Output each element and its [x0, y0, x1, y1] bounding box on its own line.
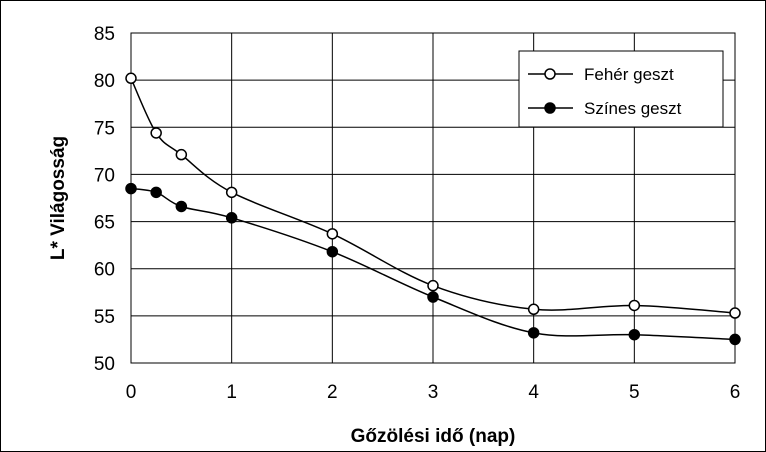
y-tick-label: 80 [94, 71, 115, 92]
series-layer [125, 72, 741, 346]
data-point-szines-geszt [150, 186, 162, 199]
data-point-szines-geszt [427, 291, 439, 303]
x-tick-label: 3 [428, 382, 439, 403]
legend-item-feher-geszt: Fehér geszt [528, 65, 674, 84]
y-tick-label: 75 [94, 118, 115, 139]
data-point-feher-geszt [175, 148, 188, 161]
data-point-feher-geszt [225, 186, 238, 199]
data-point-szines-geszt [175, 200, 188, 213]
data-point-szines-geszt [628, 328, 641, 341]
data-point-feher-geszt [150, 127, 162, 139]
data-point-feher-geszt [628, 299, 641, 312]
data-point-szines-geszt [326, 245, 339, 258]
data-point-szines-geszt [729, 333, 741, 346]
y-tick-label: 65 [94, 213, 115, 234]
x-axis-title: Gőzölési idő (nap) [351, 426, 516, 447]
legend: Fehér geszt Színes geszt [518, 50, 724, 128]
x-tick-label: 5 [629, 382, 640, 403]
data-point-szines-geszt [125, 182, 137, 195]
y-tick-label: 55 [94, 307, 115, 328]
x-tick-label: 1 [226, 382, 237, 403]
data-point-feher-geszt [326, 228, 339, 240]
legend-marker-feher-geszt [544, 68, 556, 80]
series-feher-geszt [125, 72, 741, 319]
data-point-feher-geszt [125, 72, 137, 85]
legend-label-feher-geszt: Fehér geszt [584, 65, 674, 84]
x-tick-label: 2 [327, 382, 338, 403]
series-szines-geszt [125, 182, 741, 346]
plot-area [130, 32, 736, 364]
y-tick-label: 70 [94, 165, 115, 186]
legend-item-szines-geszt: Színes geszt [528, 99, 682, 118]
y-tick-label: 60 [94, 260, 115, 281]
x-tick-label: 4 [528, 382, 539, 403]
data-point-szines-geszt [527, 327, 540, 339]
y-tick-label: 50 [94, 354, 115, 375]
legend-box [518, 50, 724, 128]
series-line-feher-geszt [130, 77, 736, 314]
data-point-feher-geszt [527, 303, 540, 316]
x-tick-label: 6 [730, 382, 741, 403]
y-tick-label: 85 [94, 24, 115, 45]
data-point-feher-geszt [427, 279, 439, 292]
y-axis-title: L* Világosság [48, 136, 69, 260]
data-point-szines-geszt [225, 212, 238, 224]
legend-marker-szines-geszt [544, 102, 556, 114]
x-tick-label: 0 [126, 382, 137, 403]
series-line-szines-geszt [130, 187, 736, 341]
legend-label-szines-geszt: Színes geszt [584, 99, 682, 118]
data-point-feher-geszt [729, 307, 741, 319]
tick-labels: 50 55 60 65 70 75 80 85 0 1 2 3 4 5 6 [94, 24, 740, 403]
